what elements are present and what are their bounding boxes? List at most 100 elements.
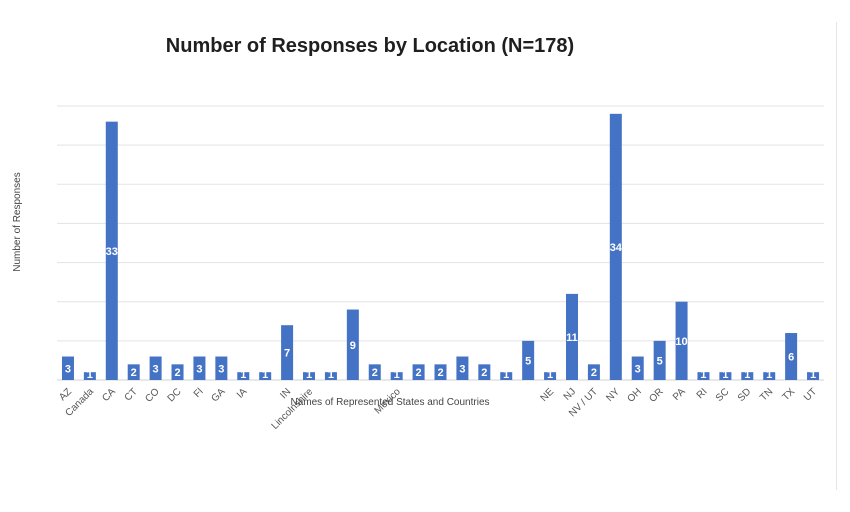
x-tick-label: DC [166, 386, 184, 404]
x-axis-title: Names of Represented States and Countrie… [291, 397, 490, 408]
data-label: 3 [218, 363, 224, 375]
bar [675, 301, 688, 380]
bar [478, 364, 491, 380]
bar [785, 333, 798, 380]
bar [587, 364, 600, 380]
x-tick-label: IA [235, 386, 250, 401]
data-label: 1 [744, 369, 750, 381]
x-tick-label: TX [780, 386, 797, 403]
x-tick-label: NJ [562, 386, 578, 402]
data-label: 1 [766, 369, 772, 381]
bar [500, 372, 513, 380]
bar [763, 372, 776, 380]
bar [105, 121, 118, 381]
data-label: 5 [657, 355, 663, 367]
data-label: 11 [566, 332, 578, 344]
bar [346, 309, 359, 380]
bar [259, 372, 272, 380]
data-label: 1 [262, 369, 268, 381]
chart-title: Number of Responses by Location (N=178) [166, 35, 574, 57]
bar [237, 372, 250, 380]
data-label: 2 [481, 367, 487, 379]
data-label: 5 [525, 355, 531, 367]
bar [303, 372, 316, 380]
bar [215, 356, 228, 380]
gridlines [57, 105, 824, 381]
data-label: 2 [416, 367, 422, 379]
data-label: 3 [635, 363, 641, 375]
data-label: 1 [240, 369, 246, 381]
data-label: 1 [394, 369, 400, 381]
data-label: 3 [196, 363, 202, 375]
bar [281, 325, 294, 380]
data-label: 2 [174, 367, 180, 379]
data-label: 10 [675, 336, 687, 348]
x-tick-label: RI [695, 386, 710, 401]
data-label: 2 [437, 367, 443, 379]
x-tick-label: GA [209, 386, 227, 404]
bar [456, 356, 469, 380]
data-label: 34 [610, 242, 623, 254]
x-tick-label: Fl [192, 386, 206, 400]
data-label: 2 [372, 367, 378, 379]
data-label: 2 [591, 367, 597, 379]
bar [368, 364, 381, 380]
x-tick-label: UT [802, 386, 819, 403]
x-tick-label: OH [625, 386, 643, 404]
x-tick-label: Lincolnshire [270, 386, 316, 432]
bar [149, 356, 162, 380]
data-label: 6 [788, 352, 794, 364]
bar [127, 364, 140, 380]
bar [741, 372, 754, 380]
x-tick-label: NY [604, 386, 622, 404]
bar [565, 293, 578, 380]
data-label: 33 [106, 246, 118, 258]
data-label: 2 [131, 367, 137, 379]
bars [61, 113, 820, 381]
data-label: 1 [547, 369, 553, 381]
data-label: 3 [65, 363, 71, 375]
bar [193, 356, 206, 380]
x-tick-label: NE [539, 386, 557, 404]
bar [522, 340, 535, 380]
x-tick-label: AZ [57, 386, 74, 403]
bar [653, 340, 666, 380]
data-label: 9 [350, 340, 356, 352]
x-tick-label: SD [736, 386, 754, 404]
x-tick-label: CT [123, 386, 140, 403]
bar [434, 364, 447, 380]
x-tick-label: TN [758, 386, 775, 403]
data-label: 3 [153, 363, 159, 375]
chart-border [836, 22, 837, 490]
x-tick-label: PA [671, 386, 688, 403]
bar [390, 372, 403, 380]
data-label: 7 [284, 348, 290, 360]
bar [324, 372, 337, 380]
bar [61, 356, 74, 380]
bar [412, 364, 425, 380]
bar [609, 113, 622, 380]
data-label: 3 [459, 363, 465, 375]
bar [807, 372, 820, 380]
x-tick-label: CO [143, 386, 162, 405]
bar [171, 364, 184, 380]
y-axis-title: Number of Responses [12, 172, 23, 272]
x-tick-label: SC [714, 386, 732, 404]
x-tick-label: OR [647, 386, 665, 404]
data-label: 1 [700, 369, 706, 381]
data-label: 1 [328, 369, 334, 381]
data-label: 1 [87, 369, 93, 381]
bar [631, 356, 644, 380]
bar [544, 372, 557, 380]
bar [719, 372, 732, 380]
data-label: 1 [503, 369, 509, 381]
data-label: 1 [722, 369, 728, 381]
data-label: 1 [810, 369, 816, 381]
data-label: 1 [306, 369, 312, 381]
bar [697, 372, 710, 380]
x-tick-label: CA [100, 386, 118, 404]
bar [83, 372, 96, 380]
